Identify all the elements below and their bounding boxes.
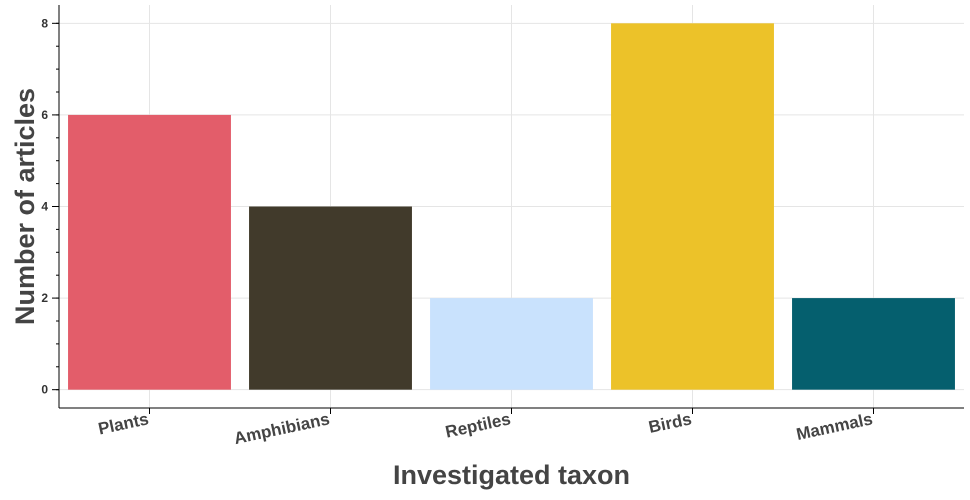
- x-tick-label: Birds: [647, 409, 693, 437]
- y-tick-label: 6: [41, 108, 48, 122]
- bar-amphibians: [249, 206, 412, 390]
- y-tick-label: 8: [41, 16, 48, 30]
- bar-reptiles: [430, 298, 593, 390]
- bar-mammals: [792, 298, 955, 390]
- x-tick-label: Reptiles: [444, 409, 513, 441]
- y-axis-title: Number of articles: [10, 88, 40, 325]
- bar-birds: [611, 23, 774, 390]
- y-tick-label: 2: [41, 291, 48, 305]
- y-tick-label: 4: [41, 200, 48, 214]
- x-tick-label: Amphibians: [232, 409, 331, 448]
- y-ticks: 0 2 4 6 8: [41, 16, 59, 397]
- x-tick-label: Plants: [96, 409, 150, 438]
- x-tick-label: Mammals: [795, 409, 875, 444]
- x-ticks: Plants Amphibians Reptiles Birds Mammals: [96, 408, 874, 448]
- y-tick-label: 0: [41, 383, 48, 397]
- bar-plants: [68, 114, 231, 390]
- bars: [68, 23, 955, 390]
- x-axis-title: Investigated taxon: [393, 460, 630, 490]
